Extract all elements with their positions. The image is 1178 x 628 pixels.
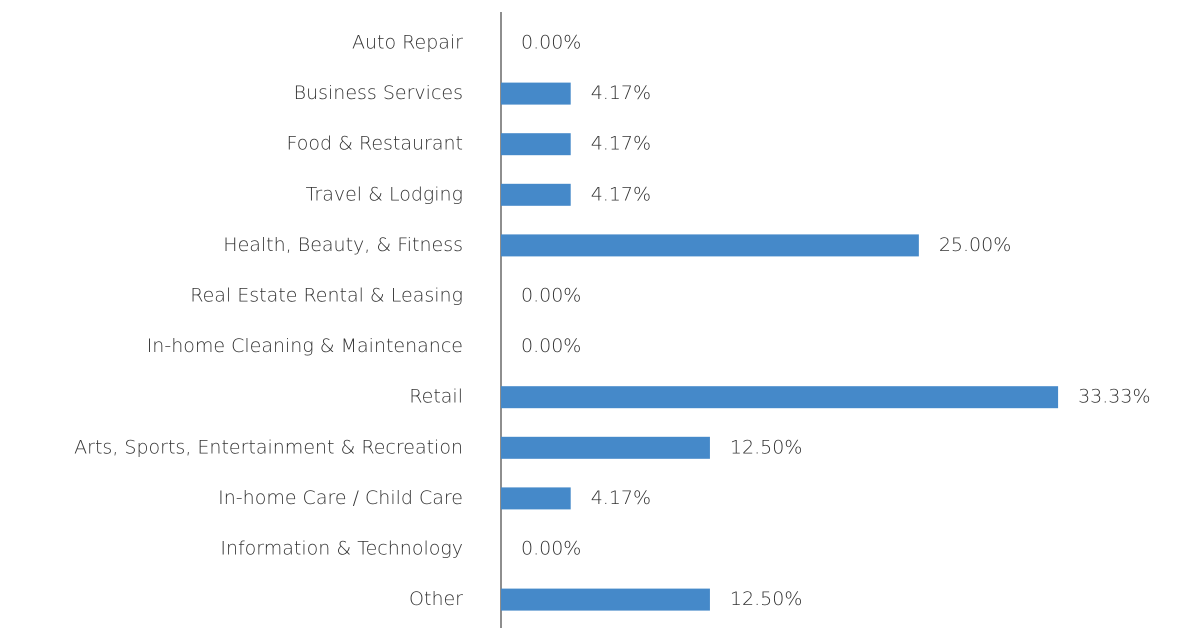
bar (501, 386, 1059, 409)
value-label: 12.50% (730, 588, 802, 610)
category-label: Real Estate Rental & Leasing (190, 285, 463, 307)
bar (501, 82, 571, 105)
category-label: Travel & Lodging (306, 183, 463, 205)
category-label: Information & Technology (220, 538, 463, 560)
category-label: Health, Beauty, & Fitness (223, 234, 463, 256)
bar (501, 436, 710, 459)
bar (501, 487, 571, 510)
category-label: Arts, Sports, Entertainment & Recreation (74, 436, 463, 458)
bar (501, 234, 919, 257)
bar (501, 133, 571, 156)
value-label: 0.00% (521, 285, 581, 307)
value-label: 0.00% (521, 32, 581, 54)
value-label: 12.50% (730, 436, 802, 458)
bar (501, 183, 571, 206)
category-label: Other (409, 588, 463, 610)
value-label: 4.17% (591, 133, 651, 155)
value-label: 4.17% (591, 183, 651, 205)
category-label: In-home Care / Child Care (218, 487, 463, 509)
value-label: 0.00% (521, 335, 581, 357)
value-label: 4.17% (591, 82, 651, 104)
value-label: 25.00% (939, 234, 1011, 256)
value-label: 0.00% (521, 538, 581, 560)
category-label: Food & Restaurant (287, 133, 463, 155)
bar (501, 588, 710, 611)
category-label: Business Services (294, 82, 463, 104)
category-label: Retail (409, 386, 463, 408)
value-label: 4.17% (591, 487, 651, 509)
category-label: In-home Cleaning & Maintenance (147, 335, 463, 357)
value-label: 33.33% (1078, 386, 1150, 408)
category-label: Auto Repair (352, 32, 463, 54)
